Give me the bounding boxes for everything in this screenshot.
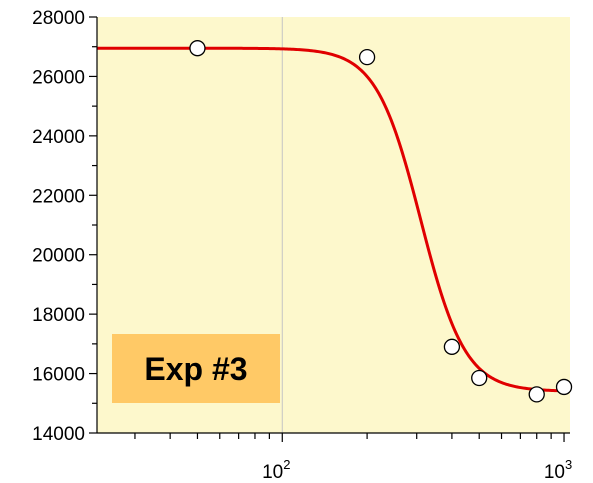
- data-point: [555, 378, 573, 396]
- y-tick-label: 18000: [32, 305, 85, 326]
- data-point: [443, 338, 461, 355]
- x-tick-label: 102: [262, 457, 290, 483]
- y-tick-label: 22000: [32, 186, 85, 207]
- data-point: [528, 386, 545, 403]
- experiment-label-box: [112, 334, 280, 403]
- data-point: [189, 40, 206, 57]
- y-tick-label: 28000: [32, 8, 85, 29]
- experiment-label-text: Exp #3: [144, 351, 247, 387]
- experiment-label: Exp #3: [112, 334, 280, 403]
- data-point: [358, 48, 376, 66]
- y-tick-label: 16000: [32, 365, 85, 386]
- y-tick-label: 20000: [32, 246, 85, 267]
- x-tick-label: 103: [544, 457, 572, 483]
- y-tick-label: 24000: [32, 127, 85, 148]
- y-tick-label: 26000: [32, 67, 85, 88]
- data-point: [471, 369, 488, 387]
- y-tick-label: 14000: [32, 424, 85, 445]
